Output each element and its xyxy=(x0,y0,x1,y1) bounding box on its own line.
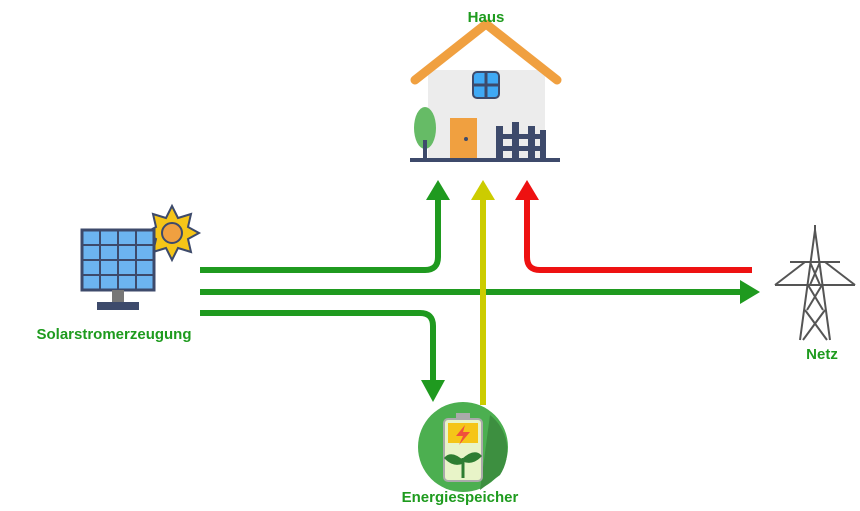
solar-icon xyxy=(80,203,202,310)
flow-solar-speicher xyxy=(200,310,436,384)
node-label: Netz xyxy=(806,346,838,363)
battery-icon xyxy=(418,402,508,492)
arrowhead xyxy=(426,180,450,200)
node-label: Haus xyxy=(468,9,505,26)
flow-lines xyxy=(200,196,752,405)
arrowhead xyxy=(740,280,760,304)
flow-netz-haus xyxy=(524,196,752,273)
node-label: Energiespeicher xyxy=(402,489,519,506)
pylon-icon xyxy=(774,225,856,341)
house-icon xyxy=(410,19,562,162)
node-label: Solarstromerzeugung xyxy=(36,326,191,343)
arrowhead xyxy=(515,180,539,200)
arrowhead xyxy=(471,180,495,200)
flow-solar-haus xyxy=(200,196,441,273)
arrowhead xyxy=(421,380,445,402)
